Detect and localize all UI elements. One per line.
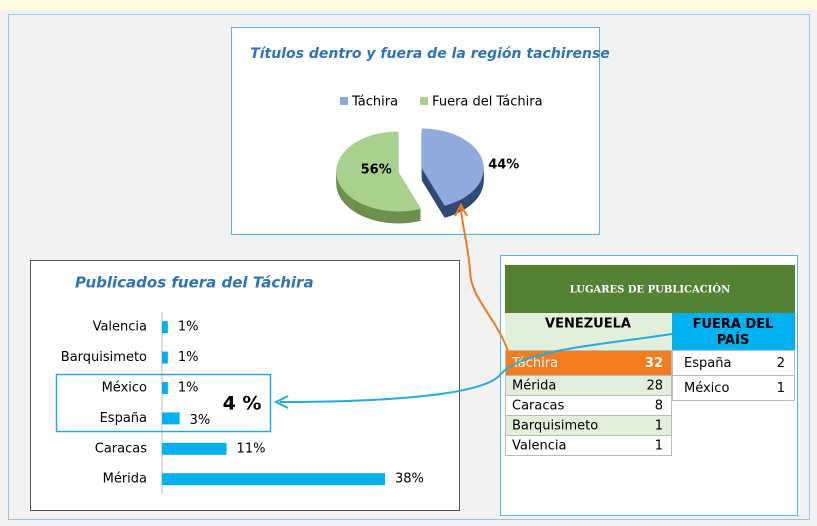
table-title: LUGARES DE PUBLICACIÓN xyxy=(570,284,731,296)
cell: 1 xyxy=(655,419,663,434)
cell: México xyxy=(684,381,729,396)
pie-slice xyxy=(421,128,484,206)
bar xyxy=(162,442,227,455)
data-label: 1% xyxy=(178,320,199,335)
col-header-bg xyxy=(672,313,795,350)
bar xyxy=(162,351,168,364)
data-label: 11% xyxy=(237,441,266,456)
table-header xyxy=(505,265,795,313)
category-label: México xyxy=(102,381,147,396)
blue-arrowhead xyxy=(273,395,289,409)
highlight-box xyxy=(55,373,272,433)
cell: 28 xyxy=(646,379,663,394)
cell: Barquisimeto xyxy=(512,419,598,434)
col-header-bg xyxy=(505,313,672,350)
pie: Táchira Fuera del Táchira 44% 56% xyxy=(336,95,543,224)
table: LUGARES DE PUBLICACIÓN VENEZUELA FUERA DEL… xyxy=(505,265,795,456)
category-label: Caracas xyxy=(95,441,147,456)
data-label: 44% xyxy=(488,158,519,173)
pie-slice xyxy=(336,131,422,212)
data-label: 3% xyxy=(190,413,211,428)
orange-arrow xyxy=(460,207,511,359)
cell: 1 xyxy=(777,381,785,396)
table-row xyxy=(505,350,672,376)
bar xyxy=(162,473,385,486)
cell: Caracas xyxy=(512,399,564,414)
top-strip xyxy=(0,0,817,10)
cell: 32 xyxy=(645,356,663,371)
table-row xyxy=(672,350,795,376)
frame xyxy=(8,14,810,520)
blue-arrow xyxy=(279,333,673,403)
table-row xyxy=(672,375,795,401)
cell: 2 xyxy=(777,356,785,371)
category-label: Barquisimeto xyxy=(61,350,147,365)
bar xyxy=(162,382,168,394)
bars: Valencia 1% Barquisimeto 1% México 1% España 3%… xyxy=(61,312,424,495)
legend-swatch xyxy=(340,97,348,105)
bar-title: Publicados fuera del Táchira xyxy=(75,274,314,292)
category-label: Mérida xyxy=(103,472,147,487)
legend-label: Táchira xyxy=(351,95,398,110)
legend-label: Fuera del Táchira xyxy=(432,95,543,110)
legend-swatch xyxy=(420,97,429,105)
cell: Mérida xyxy=(512,379,556,394)
category-label: Valencia xyxy=(93,320,147,335)
cell: 1 xyxy=(655,439,663,454)
bar xyxy=(162,412,180,425)
table-row xyxy=(505,435,672,456)
bar xyxy=(162,321,168,334)
cell: 8 xyxy=(655,399,663,414)
annotation: 4 % xyxy=(223,393,262,415)
bar-panel xyxy=(30,260,460,511)
data-label: 38% xyxy=(395,472,424,487)
orange-arrowhead xyxy=(454,202,468,217)
col-header: VENEZUELA xyxy=(545,317,631,332)
data-label: 1% xyxy=(178,350,199,365)
col-header: FUERA DEL PAÍS xyxy=(693,317,774,348)
cell: Valencia xyxy=(512,439,566,454)
data-label: 1% xyxy=(178,381,199,396)
cell: España xyxy=(684,356,731,371)
category-label: España xyxy=(100,411,147,426)
pie-title: Títulos dentro y fuera de la región tach… xyxy=(250,46,610,62)
data-label: 56% xyxy=(361,163,392,178)
